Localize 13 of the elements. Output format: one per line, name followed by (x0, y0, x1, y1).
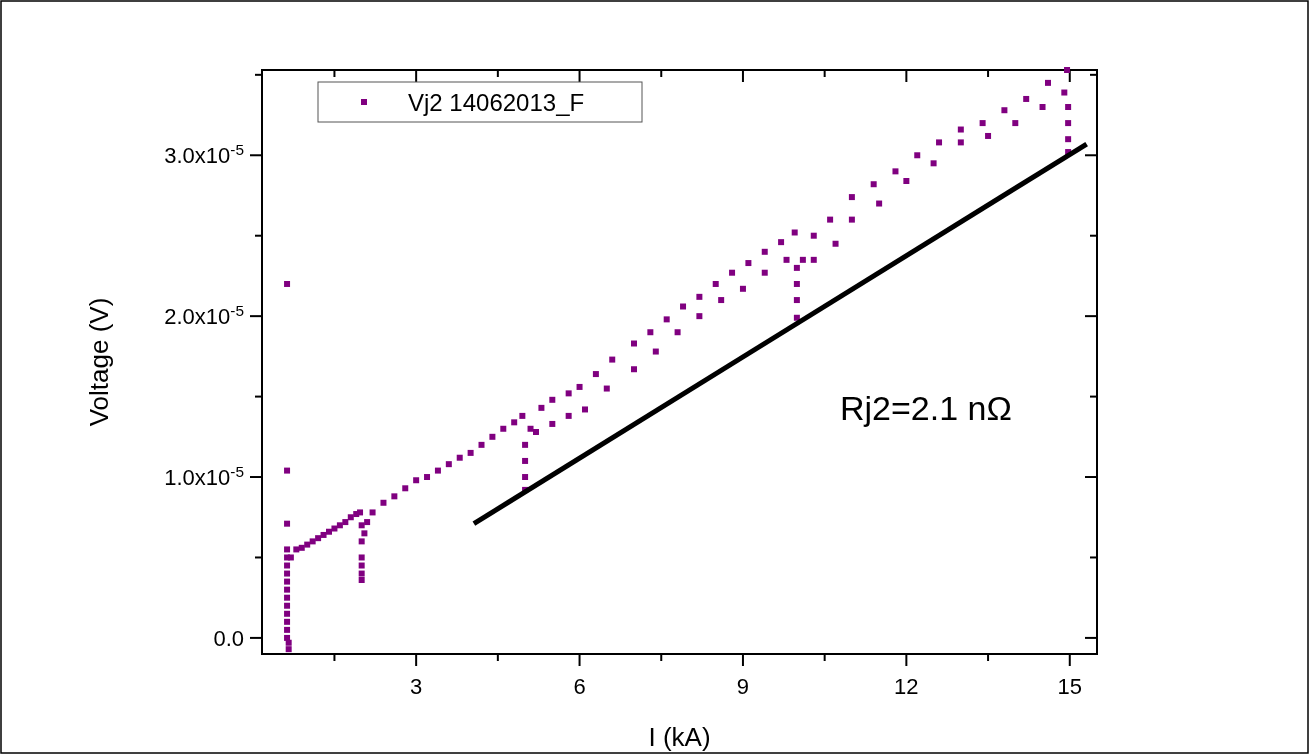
x-tick-label: 15 (1057, 674, 1083, 699)
x-axis-title: I (kA) (648, 722, 711, 752)
y-tick-label: 0.0 (213, 625, 244, 651)
x-tick-label: 6 (573, 674, 586, 699)
x-tick-label: 9 (736, 674, 750, 699)
x-tick-label: 12 (894, 674, 919, 699)
x-tick-label: 3 (410, 674, 423, 699)
y-tick-label: 3.0x10$^{-5}$ (164, 140, 244, 169)
annotation: Rj2=2.1 nΩ (840, 389, 1012, 427)
y-axis-title: Voltage (V) (84, 297, 114, 427)
legend-label: Vj2 14062013_F (408, 89, 585, 116)
y-tick-label: 1.0x10$^{-5}$ (164, 462, 244, 491)
y-tick-label: 2.0x10$^{-5}$ (164, 301, 244, 330)
